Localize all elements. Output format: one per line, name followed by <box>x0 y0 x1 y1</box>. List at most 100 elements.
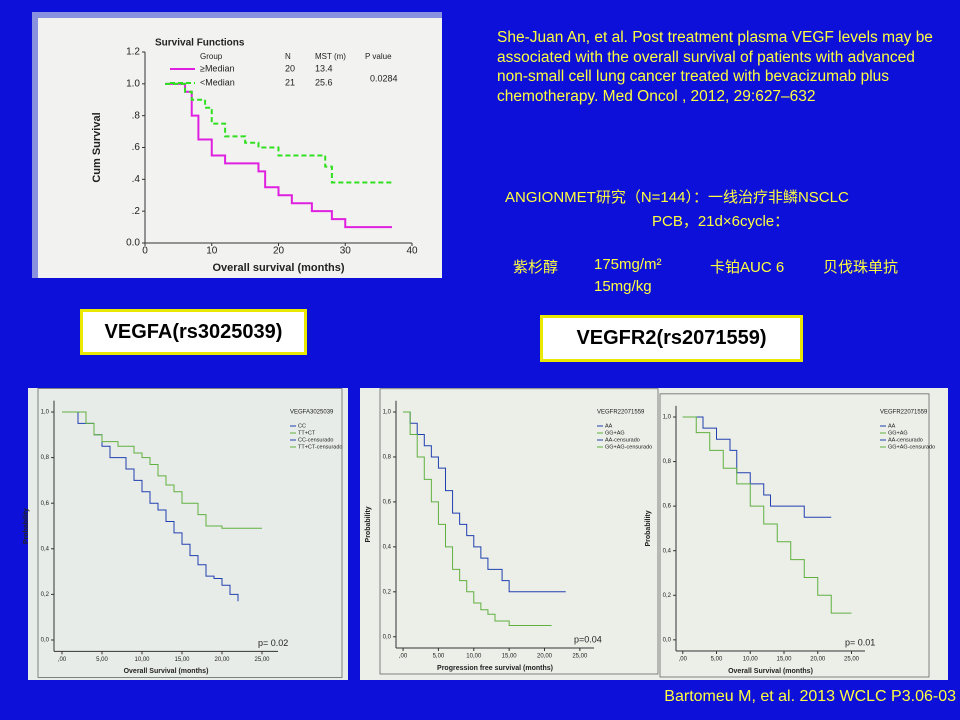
x-axis-label: Overall survival (months) <box>212 262 344 274</box>
x-tick-label: 20,00 <box>214 657 230 663</box>
x-tick-label: 10,00 <box>466 654 482 660</box>
p-value: p=0.04 <box>574 634 602 644</box>
y-tick-label: 0.0 <box>126 238 140 249</box>
table-header: Group <box>200 52 223 61</box>
gene-label: VEGFR2(rs2071559) <box>540 315 803 362</box>
p-value: p= 0.01 <box>845 637 875 647</box>
legend-title: VEGFA3025039 <box>290 410 334 416</box>
km-curve <box>62 411 262 529</box>
dose: 15mg/kg <box>594 278 652 295</box>
y-tick-label: 1.2 <box>126 47 140 58</box>
y-tick-label: 0,2 <box>41 592 50 598</box>
y-tick-label: 1,0 <box>663 415 672 421</box>
table-cell: ≥Median <box>200 63 234 73</box>
y-tick-label: 0,0 <box>383 634 392 640</box>
chart-title: Survival Functions <box>155 38 245 49</box>
km-curve <box>403 411 566 593</box>
image-panel <box>28 388 348 680</box>
table-cell: 25.6 <box>315 77 333 87</box>
km-curve <box>682 416 852 614</box>
legend-title: VEGFR22071559 <box>880 410 928 416</box>
x-tick-label: ,00 <box>679 657 688 663</box>
table-header: N <box>285 52 291 61</box>
legend-label: GG+AG-censurado <box>605 444 652 450</box>
x-tick-label: 30 <box>340 246 352 257</box>
x-tick-label: 0 <box>142 246 148 257</box>
dose: 175mg/m² <box>594 256 662 273</box>
gene-label: VEGFA(rs3025039) <box>80 309 307 355</box>
table-cell: 13.4 <box>315 63 333 73</box>
legend-label: AA <box>888 423 896 429</box>
legend-label: AA <box>605 423 613 429</box>
table-cell: 21 <box>285 77 295 87</box>
x-axis-label: Overall Survival (months) <box>728 668 813 675</box>
y-tick-label: .4 <box>132 174 141 185</box>
drug: 贝伐珠单抗 <box>823 259 899 276</box>
study-line: ANGIONMET研究（N=144）：一线治疗非鳞NSCLC <box>505 189 849 206</box>
footer: Bartomeu M, et al. 2013 WCLC P3.06-03 <box>664 688 956 705</box>
y-tick-label: 0,2 <box>663 593 672 599</box>
km-curve <box>682 416 832 518</box>
y-axis-label: Probability <box>365 506 372 542</box>
y-tick-label: 0,6 <box>41 501 50 507</box>
y-tick-label: 0,8 <box>383 455 392 461</box>
x-tick-label: 25,00 <box>254 657 270 663</box>
y-tick-label: 0,4 <box>663 548 672 554</box>
drug: 紫杉醇 <box>513 259 559 276</box>
x-tick-label: 15,00 <box>174 657 190 663</box>
study-line: PCB，21d×6cycle： <box>652 213 790 230</box>
x-tick-label: 20,00 <box>810 657 826 663</box>
y-axis-label: Probability <box>645 510 652 546</box>
y-tick-label: 0,4 <box>383 544 392 550</box>
km-curve <box>403 411 552 627</box>
x-tick-label: 25,00 <box>844 657 860 663</box>
image-panel <box>38 18 442 278</box>
x-tick-label: 20,00 <box>537 654 553 660</box>
x-tick-label: 5,00 <box>96 657 108 663</box>
x-tick-label: 10,00 <box>134 657 150 663</box>
y-tick-label: 0,6 <box>383 499 392 505</box>
legend-title: VEGFR22071559 <box>597 410 645 416</box>
p-value: p= 0.02 <box>258 638 288 648</box>
legend-label: CC <box>298 423 306 429</box>
x-tick-label: 15,00 <box>502 654 518 660</box>
table-cell: 20 <box>285 63 295 73</box>
x-tick-label: 5,00 <box>433 654 445 660</box>
y-tick-label: 1.0 <box>126 78 140 89</box>
y-tick-label: 1,0 <box>41 410 50 416</box>
km-curve <box>165 82 392 184</box>
x-tick-label: 25,00 <box>572 654 588 660</box>
plot-frame <box>379 388 659 675</box>
legend-label: AA-censurado <box>888 437 923 443</box>
legend-label: GG+AG <box>888 430 908 436</box>
x-tick-label: 5,00 <box>711 657 723 663</box>
y-tick-label: 0,2 <box>383 589 392 595</box>
x-tick-label: 10,00 <box>743 657 759 663</box>
plot-frame <box>659 393 930 678</box>
table-header: MST (m) <box>315 52 346 61</box>
table-header: P value <box>365 52 392 61</box>
y-tick-label: .2 <box>132 206 141 217</box>
y-tick-label: 0,8 <box>41 455 50 461</box>
p-value: 0.0284 <box>370 73 398 83</box>
table-cell: <Median <box>200 77 235 87</box>
y-tick-label: 0,0 <box>41 638 50 644</box>
x-axis-label: Overall Survival (months) <box>124 668 209 675</box>
x-tick-label: 10 <box>206 246 218 257</box>
y-tick-label: 0,0 <box>663 637 672 643</box>
legend-label: GG+AG-censurado <box>888 444 935 450</box>
x-tick-label: 40 <box>406 246 418 257</box>
y-axis-label: Probability <box>23 508 30 544</box>
image-panel <box>360 388 948 680</box>
plot-frame <box>37 388 343 678</box>
x-tick-label: 20 <box>273 246 285 257</box>
x-tick-label: ,00 <box>58 657 67 663</box>
y-tick-label: 1,0 <box>383 410 392 416</box>
x-tick-label: ,00 <box>399 654 408 660</box>
x-axis-label: Progression free survival (months) <box>437 665 553 672</box>
reference: She-Juan An, et al. Post treatment plasm… <box>497 29 933 105</box>
legend-label: TT+CT-censurado <box>298 444 342 450</box>
km-curve <box>165 82 392 229</box>
